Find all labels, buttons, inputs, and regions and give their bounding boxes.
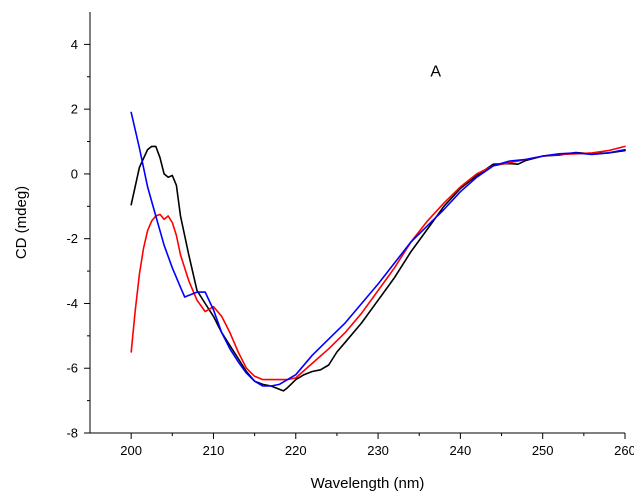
series-line-3 (130, 111, 626, 387)
series-line-1 (130, 145, 626, 392)
series-line-2 (130, 145, 626, 381)
y-tick-label: -4 (66, 296, 78, 311)
x-tick-label: 230 (367, 443, 389, 458)
x-tick-label: 240 (450, 443, 472, 458)
y-ticks: -8 -6 -4 -2 0 2 4 (66, 37, 90, 441)
y-tick-label: -8 (66, 426, 78, 441)
y-tick-label: 2 (71, 102, 78, 117)
x-tick-label: 220 (285, 443, 307, 458)
axes (89, 12, 625, 434)
x-tick-label: 250 (532, 443, 554, 458)
plot-lines (130, 111, 626, 392)
x-tick-label: 260 (614, 443, 634, 458)
x-tick-label: 210 (203, 443, 225, 458)
y-tick-label: -2 (66, 231, 78, 246)
y-tick-label: -6 (66, 361, 78, 376)
x-axis-label: Wavelength (nm) (311, 475, 425, 492)
y-tick-label: 0 (71, 166, 78, 181)
x-tick-label: 200 (120, 443, 142, 458)
y-tick-label: 4 (71, 37, 78, 52)
y-axis-label: CD (mdeg) (13, 186, 30, 259)
x-ticks: 200 210 220 230 240 250 260 (120, 433, 634, 458)
panel-annotation: A (430, 63, 441, 80)
